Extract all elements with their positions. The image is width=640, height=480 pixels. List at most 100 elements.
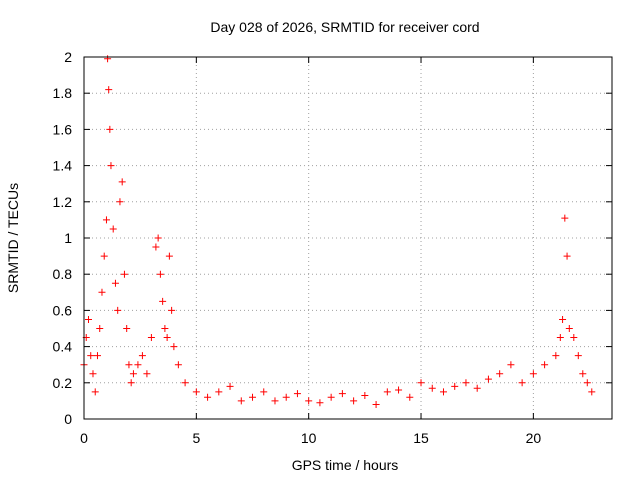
y-tick-label: 1.2 <box>53 194 73 210</box>
y-tick-label: 1.6 <box>53 121 73 137</box>
data-point <box>583 379 591 387</box>
data-point <box>428 384 436 392</box>
data-point <box>154 234 162 242</box>
x-tick-label: 0 <box>80 430 88 446</box>
data-point <box>361 391 369 399</box>
data-point <box>105 86 113 94</box>
data-point <box>96 325 104 332</box>
data-point <box>237 397 245 405</box>
data-point <box>170 343 178 351</box>
data-point <box>138 352 146 360</box>
data-point <box>282 393 290 401</box>
data-point <box>439 388 447 396</box>
data-point <box>116 198 124 206</box>
data-point <box>147 334 155 342</box>
x-tick-label: 10 <box>301 430 317 446</box>
y-tick-label: 0.6 <box>53 302 73 318</box>
data-point <box>165 252 173 260</box>
data-point <box>327 393 335 401</box>
y-tick-label: 1 <box>64 230 72 246</box>
data-point <box>395 386 403 394</box>
data-point <box>496 370 504 378</box>
data-point <box>462 379 470 387</box>
data-point <box>565 325 573 332</box>
data-point <box>226 382 234 390</box>
x-tick-label: 20 <box>526 430 542 446</box>
chart-title: Day 028 of 2026, SRMTID for receiver cor… <box>210 19 479 35</box>
data-point <box>143 370 151 378</box>
y-tick-label: 0.2 <box>53 375 73 391</box>
data-point <box>174 361 182 369</box>
data-point <box>563 252 571 260</box>
data-point <box>168 306 176 314</box>
data-point <box>316 399 324 407</box>
data-point <box>118 178 126 186</box>
data-point <box>98 288 106 296</box>
y-tick-label: 0.4 <box>53 339 73 355</box>
data-point <box>406 393 414 401</box>
y-tick-labels: 0 0.2 0.4 0.6 0.8 1 1.2 1.4 1.6 1.8 2 <box>53 49 73 427</box>
data-point <box>159 297 167 305</box>
data-point <box>87 352 95 360</box>
data-point <box>215 388 223 396</box>
data-point <box>192 388 200 396</box>
y-tick-label: 0 <box>64 411 72 427</box>
data-point <box>383 388 391 396</box>
data-point <box>134 361 142 369</box>
data-point <box>473 384 481 392</box>
data-point <box>161 325 169 332</box>
data-point <box>293 390 301 398</box>
data-point <box>249 393 257 401</box>
data-point <box>107 162 115 170</box>
data-point <box>114 306 122 314</box>
data-point <box>109 225 117 233</box>
data-point <box>260 388 268 396</box>
data-point <box>129 370 137 378</box>
data-point <box>104 55 112 63</box>
data-point <box>588 388 596 396</box>
data-point <box>163 334 171 342</box>
y-tick-label: 2 <box>64 49 72 65</box>
data-point <box>111 279 119 287</box>
data-point <box>451 382 459 390</box>
y-tick-label: 0.8 <box>53 266 73 282</box>
data-point <box>372 401 380 409</box>
data-point <box>507 361 515 369</box>
data-point <box>100 252 108 260</box>
data-point <box>574 352 582 360</box>
data-point <box>579 370 587 378</box>
data-point <box>556 334 564 342</box>
data-point <box>570 334 578 342</box>
data-point <box>338 390 346 398</box>
data-point <box>91 388 99 396</box>
data-point <box>127 379 135 387</box>
data-point <box>417 379 425 387</box>
axis-ticks <box>83 56 612 420</box>
data-point <box>125 361 133 369</box>
data-point <box>559 315 567 323</box>
x-axis-label: GPS time / hours <box>292 457 399 473</box>
data-point <box>156 270 164 278</box>
data-point <box>89 370 97 378</box>
y-tick-label: 1.8 <box>53 85 73 101</box>
data-point <box>305 397 313 405</box>
data-point <box>204 393 212 401</box>
data-point <box>106 125 114 133</box>
data-point <box>123 325 131 332</box>
data-points <box>80 55 596 409</box>
data-point <box>181 379 189 387</box>
grid-lines <box>84 57 612 419</box>
data-point <box>541 361 549 369</box>
data-point <box>84 315 92 323</box>
data-point <box>484 375 492 383</box>
data-point <box>552 352 560 360</box>
data-point <box>271 397 279 405</box>
data-point <box>529 370 537 378</box>
data-point <box>350 397 358 405</box>
data-point <box>152 243 160 251</box>
data-point <box>93 352 101 360</box>
data-point <box>120 270 128 278</box>
data-point <box>102 216 110 224</box>
x-tick-label: 5 <box>192 430 200 446</box>
